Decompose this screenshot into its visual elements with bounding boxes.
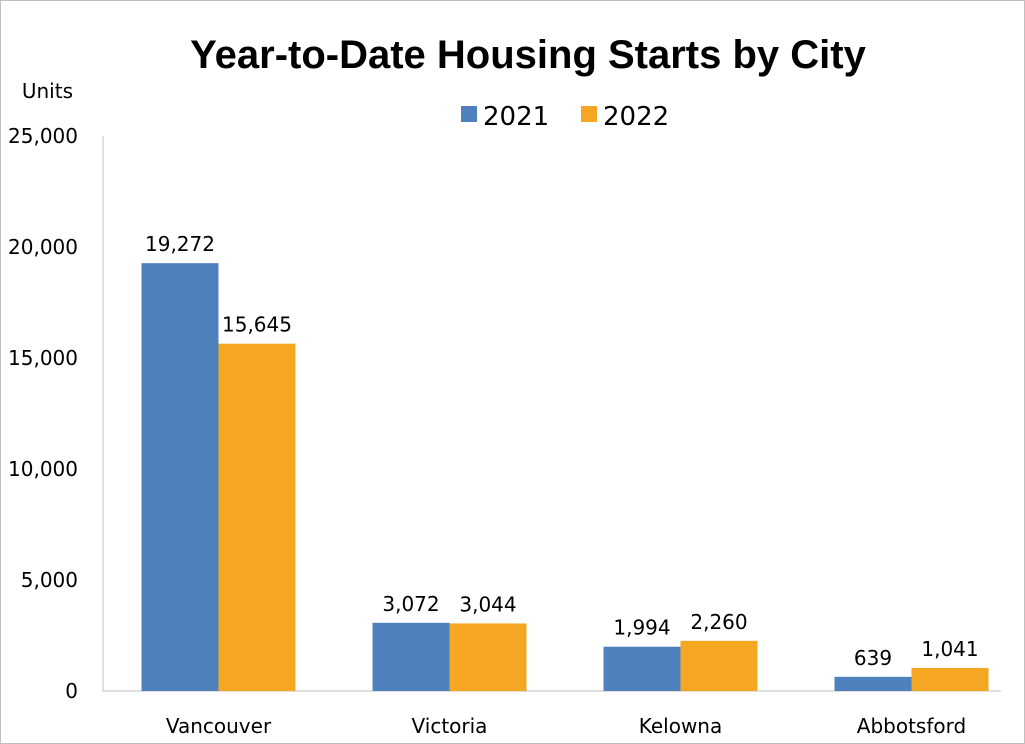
y-tick-label: 15,000 <box>8 346 78 370</box>
y-tick-label: 10,000 <box>8 457 78 481</box>
y-tick-label: 5,000 <box>21 568 78 592</box>
y-tick-label: 20,000 <box>8 235 78 259</box>
bar-2022-kelowna <box>680 640 758 691</box>
y-axis-label: Units <box>22 79 73 103</box>
chart-title: Year-to-Date Housing Starts by City <box>190 33 866 77</box>
x-tick-label: Victoria <box>412 714 488 738</box>
legend-swatch <box>461 106 477 122</box>
data-label: 639 <box>854 646 892 670</box>
y-axis-ticks: 0 5,000 10,000 15,000 20,000 25,000 <box>8 124 78 703</box>
bar-2022-victoria <box>449 623 527 691</box>
data-label: 19,272 <box>145 232 215 256</box>
x-axis-ticks: Vancouver Victoria Kelowna Abbotsford <box>166 714 966 738</box>
data-label: 3,044 <box>459 592 516 616</box>
data-label: 15,645 <box>222 313 292 337</box>
data-label: 1,994 <box>613 616 670 640</box>
bar-2021-vancouver <box>141 263 219 691</box>
legend: 2021 2022 <box>461 102 669 132</box>
x-tick-label: Kelowna <box>639 714 723 738</box>
y-tick-label: 25,000 <box>8 124 78 148</box>
legend-swatch <box>581 106 597 122</box>
bars <box>141 263 989 691</box>
bar-2022-vancouver <box>218 343 296 691</box>
x-tick-label: Vancouver <box>166 714 272 738</box>
legend-label: 2021 <box>483 102 549 132</box>
x-tick-label: Abbotsford <box>857 714 966 738</box>
bar-2021-abbotsford <box>834 676 912 691</box>
data-label: 3,072 <box>382 592 439 616</box>
bar-2022-abbotsford <box>911 667 989 691</box>
bar-2021-kelowna <box>603 646 681 691</box>
bar-2021-victoria <box>372 622 450 691</box>
data-label: 1,041 <box>921 637 978 661</box>
data-labels: 19,272 15,645 3,072 3,044 1,994 2,260 639 1,041 <box>145 232 979 670</box>
legend-label: 2022 <box>603 102 669 132</box>
y-tick-label: 0 <box>65 679 78 703</box>
data-label: 2,260 <box>690 610 747 634</box>
